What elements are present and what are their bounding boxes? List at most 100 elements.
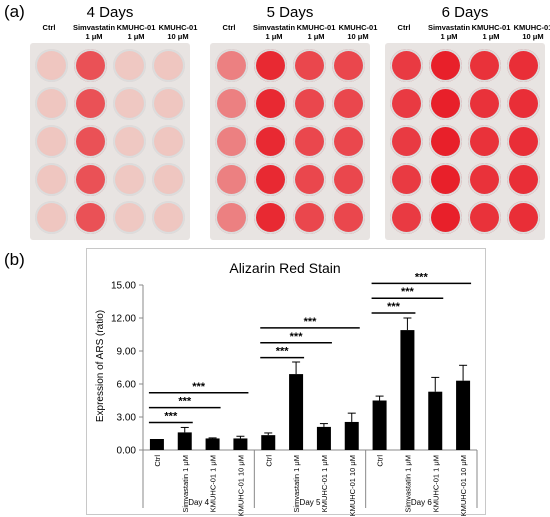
bar xyxy=(372,400,387,450)
column-label: Ctrl xyxy=(204,23,254,33)
bar xyxy=(400,330,415,450)
plate-well xyxy=(215,201,248,234)
column-label: KMUHC-01 1 μM xyxy=(466,23,516,41)
panel-a-label: (a) xyxy=(4,2,25,21)
plate-well xyxy=(254,125,287,158)
x-category-label: Simvastatin 1 μM xyxy=(292,455,301,513)
plate-well xyxy=(215,49,248,82)
significance-label: *** xyxy=(192,381,206,393)
bar xyxy=(205,438,220,450)
x-category-label: KMUHC-01 1 μM xyxy=(431,455,440,512)
plate-well xyxy=(74,125,107,158)
plate-well xyxy=(468,49,501,82)
significance-label: *** xyxy=(164,411,178,423)
column-label: Ctrl xyxy=(24,23,74,33)
column-label-line1: Ctrl xyxy=(397,23,411,32)
chart-frame xyxy=(86,248,486,515)
column-label: Simvastatin 1 μM xyxy=(424,23,474,41)
plate-well xyxy=(152,163,185,196)
plate-well xyxy=(293,125,326,158)
column-label-line2: 1 μM xyxy=(307,31,325,41)
plate-well xyxy=(254,87,287,120)
plate-well xyxy=(293,49,326,82)
column-label: Ctrl xyxy=(379,23,429,33)
x-group-label: Day 5 xyxy=(300,498,321,507)
plate-well xyxy=(390,201,423,234)
plate-well xyxy=(74,49,107,82)
significance-label: *** xyxy=(290,331,304,343)
column-label-line1: KMUHC-01 xyxy=(471,23,511,32)
chart-title: Alizarin Red Stain xyxy=(229,260,340,276)
column-label-line2: 1 μM xyxy=(482,31,500,41)
y-tick-label: 9.00 xyxy=(117,347,137,358)
plate-well xyxy=(113,87,146,120)
plate-well xyxy=(152,49,185,82)
plate-well xyxy=(390,125,423,158)
plate-well xyxy=(152,125,185,158)
plate-well xyxy=(35,87,68,120)
plate-well xyxy=(429,163,462,196)
plate-well xyxy=(152,87,185,120)
plate-well xyxy=(293,87,326,120)
column-label-line1: Ctrl xyxy=(42,23,56,32)
column-label-line1: KMUHC-01 xyxy=(116,23,156,32)
plate-well xyxy=(293,163,326,196)
significance-label: *** xyxy=(387,301,401,313)
plate-well xyxy=(215,125,248,158)
x-category-label: Simvastatin 1 μM xyxy=(181,455,190,513)
bar xyxy=(456,380,471,450)
significance-label: *** xyxy=(415,271,429,283)
x-group-label: Day 6 xyxy=(411,498,432,507)
plate-well xyxy=(254,163,287,196)
plate-well xyxy=(35,163,68,196)
plate-well xyxy=(74,201,107,234)
x-category-label: KMUHC-01 10 μM xyxy=(236,455,245,516)
column-label-line1: Simvastatin xyxy=(252,23,296,32)
bar xyxy=(261,435,276,450)
column-label-line2: 10 μM xyxy=(347,31,369,41)
plate-well xyxy=(507,201,540,234)
column-label-line1: Ctrl xyxy=(222,23,236,32)
x-category-label: KMUHC-01 1 μM xyxy=(320,455,329,512)
plate-well xyxy=(390,49,423,82)
plate-well xyxy=(332,201,365,234)
bar xyxy=(344,421,359,450)
significance-label: *** xyxy=(276,346,290,358)
plate-well xyxy=(507,49,540,82)
plate-well xyxy=(74,163,107,196)
column-label: KMUHC-01 10 μM xyxy=(333,23,383,41)
column-label-line2: 1 μM xyxy=(85,31,103,41)
plate-well xyxy=(507,87,540,120)
plate-well xyxy=(390,163,423,196)
column-label-line1: KMUHC-01 xyxy=(158,23,198,32)
plate-title-1: 4 Days xyxy=(86,4,134,21)
column-label-line2: 1 μM xyxy=(265,31,283,41)
plate-well xyxy=(507,125,540,158)
plate-well xyxy=(35,125,68,158)
plate-well xyxy=(152,201,185,234)
x-category-label: Simvastatin 1 μM xyxy=(403,455,412,513)
plate-well xyxy=(390,87,423,120)
y-axis-label: Expression of ARS (ratio) xyxy=(95,310,106,422)
column-label-line2: 1 μM xyxy=(440,31,458,41)
column-label-line1: KMUHC-01 xyxy=(296,23,336,32)
plate-well xyxy=(113,201,146,234)
x-category-label: Ctrl xyxy=(153,455,162,467)
plate-well xyxy=(429,49,462,82)
plate-well xyxy=(429,125,462,158)
column-label-line2: 1 μM xyxy=(127,31,145,41)
y-tick-label: 6.00 xyxy=(117,380,137,391)
plate-well xyxy=(113,49,146,82)
plate-well xyxy=(74,87,107,120)
plate-well xyxy=(507,163,540,196)
bar xyxy=(428,391,443,450)
panel-b-label: (b) xyxy=(4,250,25,269)
plate-well xyxy=(113,125,146,158)
plate-well xyxy=(468,87,501,120)
column-label-line1: KMUHC-01 xyxy=(513,23,550,32)
plate-well xyxy=(215,87,248,120)
significance-label: *** xyxy=(178,396,192,408)
plate-well xyxy=(429,201,462,234)
x-category-label: Ctrl xyxy=(264,455,273,467)
significance-label: *** xyxy=(304,316,318,328)
